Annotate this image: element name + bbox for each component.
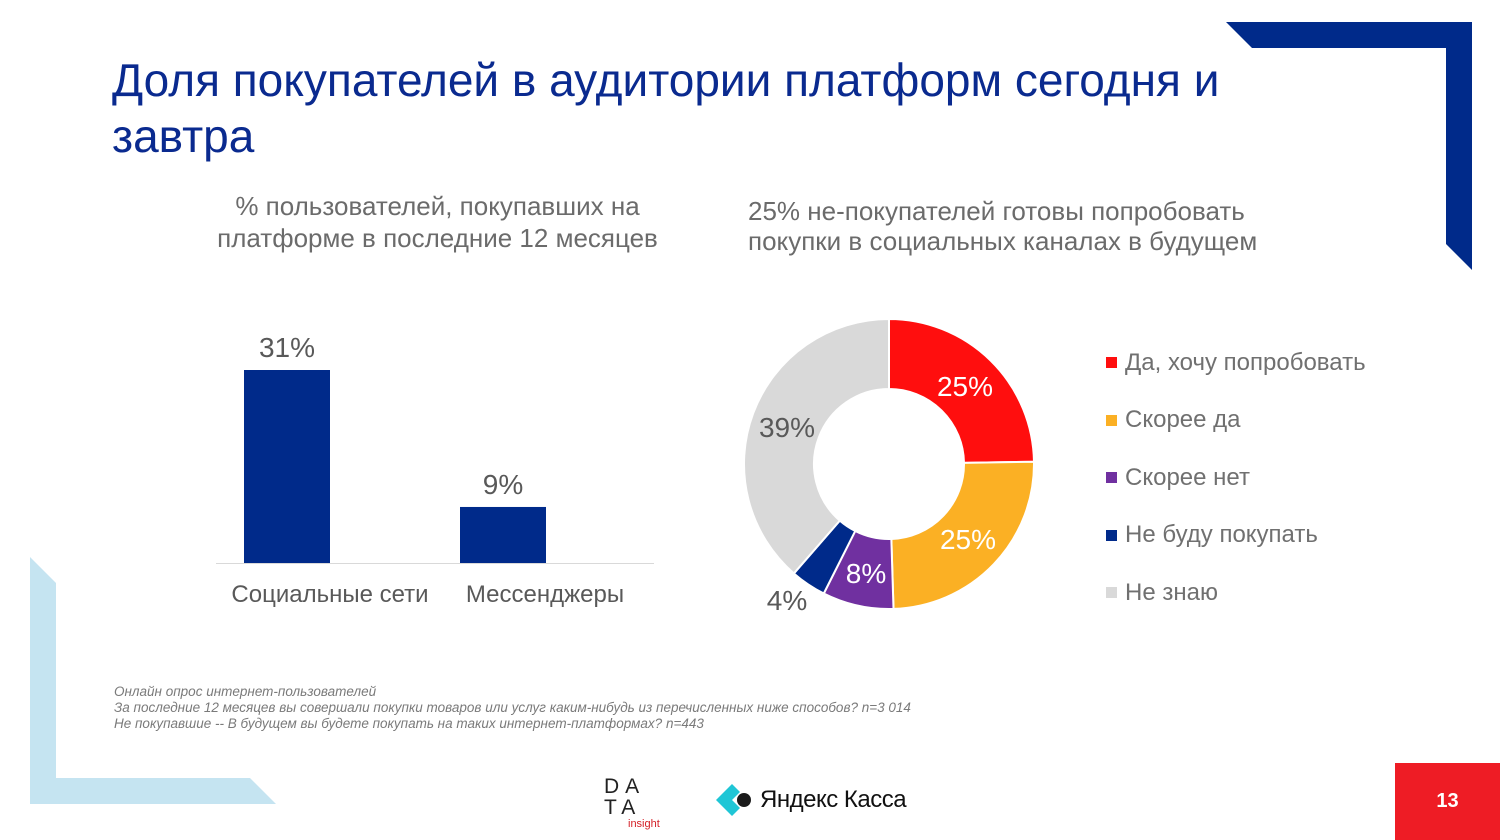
legend-swatch <box>1106 529 1117 541</box>
legend-item: Да, хочу попробовать <box>1106 334 1366 392</box>
legend-item: Скорее да <box>1106 392 1366 450</box>
donut-chart-subtitle: 25% не-покупателей готовы попробовать по… <box>748 196 1258 256</box>
legend-label: Да, хочу попробовать <box>1125 348 1366 376</box>
donut-value-label: 39% <box>759 412 815 443</box>
data-insight-logo-line3: insight <box>628 818 660 830</box>
donut-value-label: 8% <box>846 558 886 589</box>
donut-chart: 25% 25% 8% 4% 39% <box>743 317 1035 616</box>
legend-item: Не буду покупать <box>1106 507 1366 565</box>
yandex-kassa-logo-icon <box>716 784 751 816</box>
legend-label: Не знаю <box>1125 578 1218 606</box>
legend-swatch <box>1106 414 1117 426</box>
bar-2 <box>460 506 546 563</box>
legend-swatch <box>1106 587 1117 599</box>
legend-item: Скорее нет <box>1106 449 1366 507</box>
bar-chart-subtitle: % пользователей, покупавших на платформе… <box>217 191 658 253</box>
data-insight-logo: DA TA insight <box>604 776 684 836</box>
bar-value-label: 31% <box>259 332 315 363</box>
frame-bottom-left <box>30 557 276 804</box>
bar-value-label: 9% <box>483 469 523 500</box>
yandex-kassa-logo: Яндекс Касса <box>714 778 907 822</box>
page-number: 13 <box>1395 763 1500 840</box>
legend-item: Не знаю <box>1106 564 1366 622</box>
donut-slice-dont-know <box>743 317 890 575</box>
page-title: Доля покупателей в аудитории платформ се… <box>112 54 1220 162</box>
legend-swatch <box>1106 357 1117 369</box>
data-insight-logo-line2: TA <box>604 796 642 819</box>
bar-category-label: Мессенджеры <box>466 581 624 608</box>
data-insight-logo-line1: DA <box>604 775 646 798</box>
footnote-line-2: За последние 12 месяцев вы совершали пок… <box>114 700 911 715</box>
bar-category-label: Социальные сети <box>231 581 428 608</box>
footnote-line-1: Онлайн опрос интернет-пользователей <box>114 684 377 699</box>
legend-label: Не буду покупать <box>1125 521 1318 549</box>
yandex-kassa-logo-text: Яндекс Касса <box>760 786 907 813</box>
bar-chart: 31% Социальные сети 9% Мессенджеры <box>216 332 654 608</box>
donut-slice-yes <box>888 317 1035 464</box>
legend-label: Скорее да <box>1125 406 1241 434</box>
footnote: Онлайн опрос интернет-пользователей За п… <box>114 684 1114 732</box>
frame-top-right <box>1226 22 1472 270</box>
legend-swatch <box>1106 472 1117 484</box>
bar-1 <box>244 370 330 563</box>
donut-slice-rather-yes <box>890 460 1035 610</box>
donut-value-label: 4% <box>767 585 807 616</box>
donut-value-label: 25% <box>940 524 996 555</box>
footnote-line-3: Не покупавшие -- В будущем вы будете пок… <box>114 716 704 731</box>
donut-value-label: 25% <box>937 371 993 402</box>
donut-legend: Да, хочу попробовать Скорее да Скорее нет Н… <box>1106 334 1366 622</box>
legend-label: Скорее нет <box>1125 463 1250 491</box>
